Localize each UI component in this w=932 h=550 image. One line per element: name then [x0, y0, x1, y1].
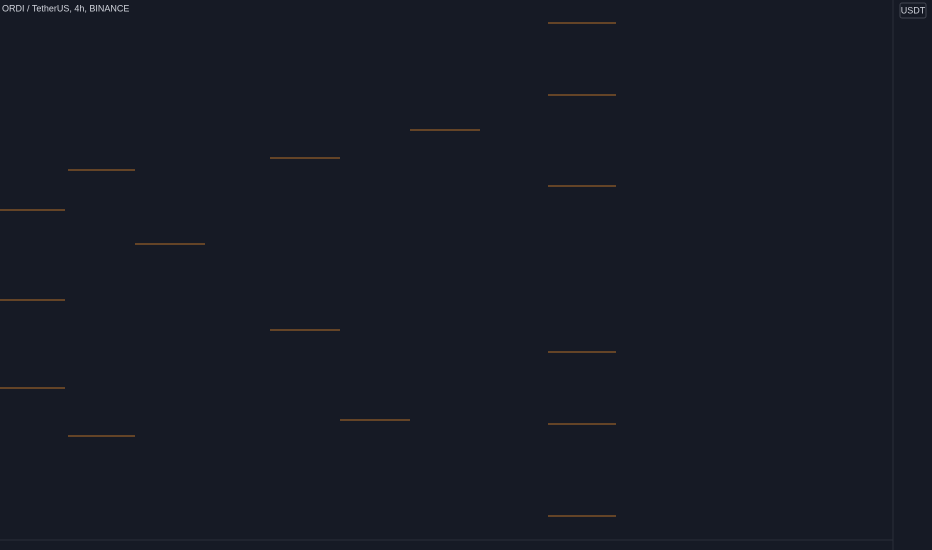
- price-axis-bg: [893, 0, 932, 550]
- decor-levels: [0, 22, 616, 517]
- symbol-header: ORDI / TetherUS, 4h, BINANCE: [2, 3, 129, 13]
- currency-label[interactable]: USDT: [901, 5, 926, 15]
- currency-button[interactable]: [899, 2, 927, 19]
